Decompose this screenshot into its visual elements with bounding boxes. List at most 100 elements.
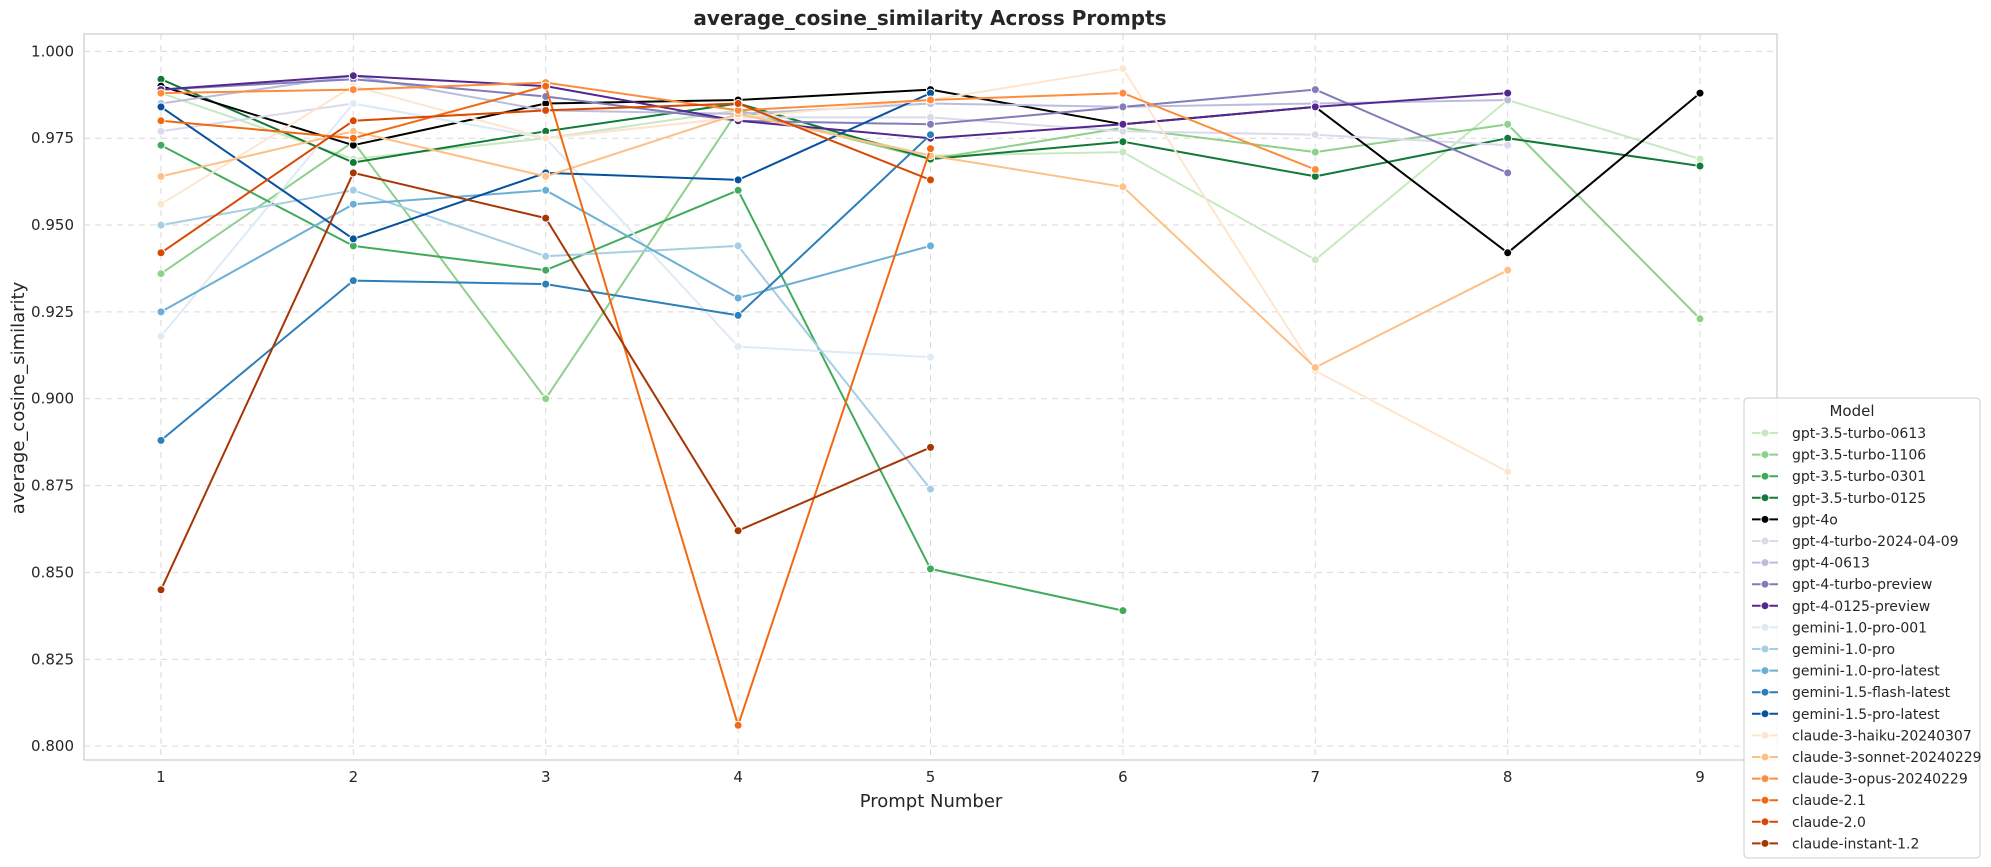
y-tick-label: 0.875	[31, 477, 74, 495]
data-point	[348, 276, 358, 286]
series-line	[160, 74, 1508, 140]
legend-item: gemini-1.0-pro	[1752, 642, 1895, 658]
data-point	[541, 133, 551, 143]
legend-label: claude-3-opus-20240229	[1792, 772, 1968, 788]
data-point	[156, 248, 166, 258]
legend-box	[1743, 397, 1981, 859]
data-point	[733, 342, 743, 352]
legend-swatch-marker	[1760, 536, 1770, 546]
series-gemini-1.0-pro-latest	[156, 185, 935, 317]
data-point	[926, 241, 935, 251]
legend-swatch-marker	[1760, 774, 1770, 784]
data-point	[1695, 314, 1705, 324]
legend-label: gpt-4o	[1792, 512, 1838, 528]
legend-label: gpt-3.5-turbo-0125	[1792, 491, 1926, 507]
legend-swatch-marker	[1760, 709, 1770, 719]
data-point	[1310, 165, 1320, 174]
legend-item: gpt-4-turbo-preview	[1752, 577, 1932, 593]
series-claude-instant-1.2	[156, 168, 935, 595]
data-point	[1503, 265, 1513, 275]
legend-item: gpt-4-turbo-2024-04-09	[1752, 534, 1959, 550]
x-tick-label: 8	[1503, 768, 1513, 786]
legend-label: claude-instant-1.2	[1792, 836, 1919, 852]
y-axis-ticks: 0.800 0.825 0.850 0.875 0.900 0.925 0.950 0.975…	[31, 42, 74, 755]
data-point	[156, 102, 166, 112]
legend-label: gemini-1.0-pro	[1792, 642, 1895, 658]
series-line	[160, 112, 1509, 369]
legend-label: gemini-1.0-pro-001	[1792, 620, 1927, 636]
legend-item: gemini-1.5-pro-latest	[1752, 707, 1940, 723]
data-point	[348, 199, 358, 209]
legend: Model gpt-3.5-turbo-0613 gpt-3.5-turbo-11…	[1743, 397, 1982, 859]
series-line	[160, 144, 1124, 612]
data-point	[1118, 64, 1128, 74]
data-point	[541, 171, 551, 181]
data-point	[1118, 606, 1128, 616]
data-point	[156, 331, 166, 341]
data-point	[733, 175, 743, 185]
legend-item: gpt-3.5-turbo-0125	[1752, 491, 1926, 507]
data-point	[1118, 102, 1128, 112]
legend-swatch-marker	[1760, 514, 1770, 524]
legend-item: gemini-1.0-pro-latest	[1752, 664, 1940, 680]
legend-swatch-marker	[1760, 817, 1770, 827]
data-point	[733, 99, 743, 108]
y-tick-label: 0.825	[31, 650, 74, 668]
data-point	[733, 293, 743, 303]
y-tick-label: 0.950	[31, 216, 74, 234]
legend-item: gemini-1.5-flash-latest	[1752, 685, 1951, 701]
x-tick-label: 1	[156, 768, 166, 786]
data-point	[348, 99, 358, 108]
x-tick-label: 3	[541, 768, 551, 786]
data-point	[733, 241, 743, 251]
x-axis-label: Prompt Number	[860, 791, 1003, 812]
data-point	[541, 213, 551, 223]
data-point	[541, 251, 551, 261]
legend-swatch-marker	[1760, 730, 1770, 740]
data-point	[926, 95, 935, 105]
data-point	[348, 85, 358, 95]
legend-swatch-marker	[1760, 752, 1770, 762]
data-point	[348, 116, 358, 126]
data-point	[1503, 119, 1513, 129]
data-point	[348, 185, 358, 195]
data-point	[156, 171, 166, 181]
data-point	[348, 133, 358, 143]
legend-swatch-marker	[1760, 579, 1770, 589]
legend-swatch-marker	[1760, 450, 1770, 460]
data-point	[156, 269, 166, 279]
series-claude-2.1	[156, 81, 935, 730]
x-tick-label: 9	[1695, 768, 1705, 786]
data-point	[1503, 248, 1513, 258]
series-layer	[156, 64, 1705, 730]
legend-swatch-marker	[1760, 558, 1770, 568]
data-point	[733, 310, 743, 320]
data-point	[926, 144, 935, 154]
legend-label: claude-2.1	[1792, 793, 1866, 809]
data-point	[348, 168, 358, 178]
series-line	[160, 67, 1509, 473]
data-point	[1118, 137, 1128, 147]
data-point	[156, 126, 166, 136]
legend-label: gpt-3.5-turbo-0301	[1792, 469, 1926, 485]
data-point	[156, 585, 166, 595]
data-point	[1118, 119, 1128, 129]
x-tick-label: 6	[1118, 768, 1128, 786]
legend-item: gpt-4-0125-preview	[1752, 599, 1930, 615]
data-point	[541, 185, 551, 195]
data-point	[1695, 161, 1705, 171]
data-point	[926, 130, 935, 140]
legend-label: claude-3-haiku-20240307	[1792, 728, 1972, 744]
legend-item: claude-3-sonnet-20240229	[1752, 750, 1982, 766]
x-tick-label: 4	[733, 768, 743, 786]
y-tick-label: 0.800	[31, 737, 74, 755]
data-point	[156, 140, 166, 150]
x-axis-ticks: 1 2 3 4 5 6 7 8 9	[156, 768, 1705, 786]
data-point	[156, 199, 166, 209]
data-point	[1503, 168, 1513, 178]
legend-label: gpt-4-0613	[1792, 556, 1870, 572]
data-point	[733, 720, 743, 730]
legend-item: claude-2.0	[1752, 815, 1866, 831]
y-tick-label: 0.850	[31, 563, 74, 581]
